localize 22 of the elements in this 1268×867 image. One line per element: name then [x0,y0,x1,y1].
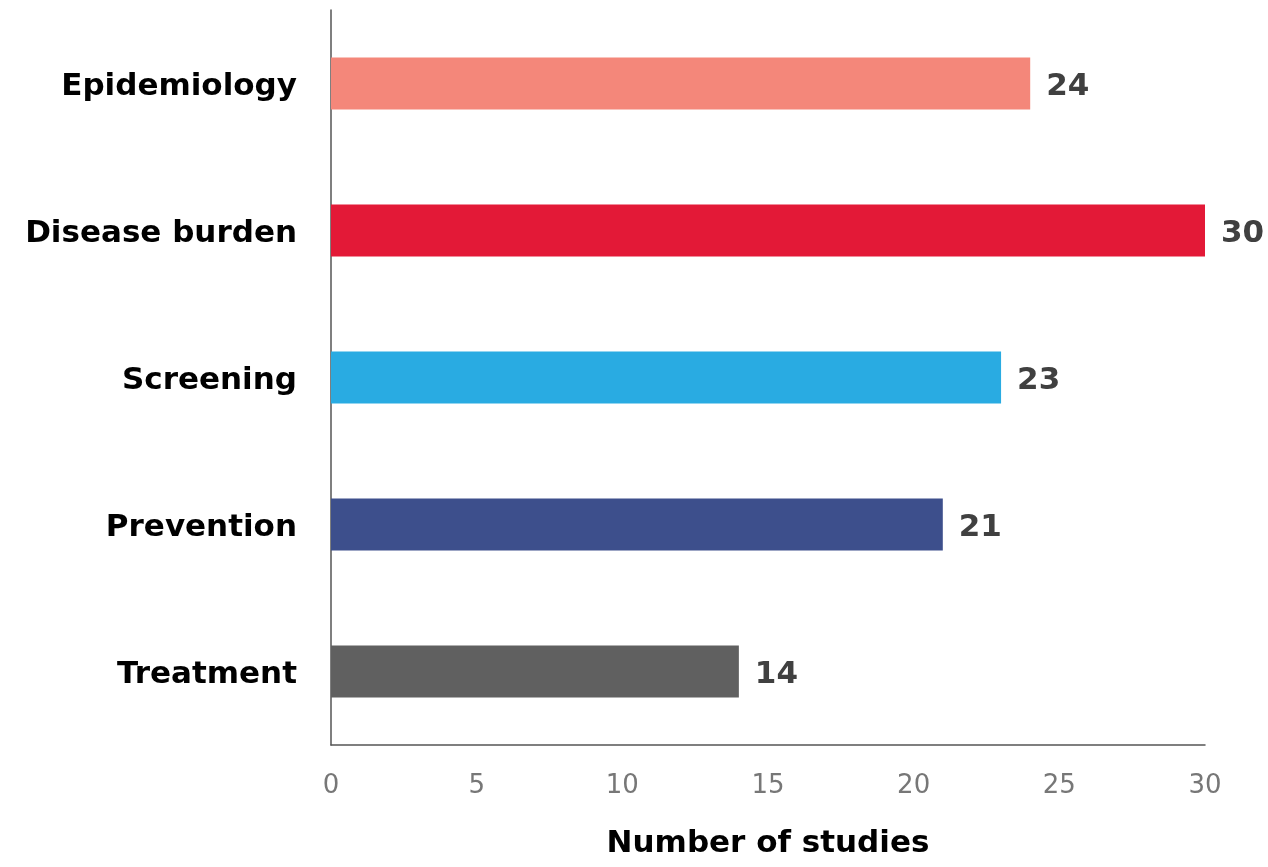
x-tick-label: 0 [322,769,340,799]
x-tick-label: 10 [605,769,639,799]
data-label: 24 [1046,65,1090,102]
data-label: 21 [958,506,1002,543]
x-tick-label: 5 [468,769,485,799]
x-tick-label: 25 [1042,769,1076,799]
bar [331,57,1031,110]
x-tick-label: 30 [1188,769,1222,799]
data-label: 30 [1221,212,1265,249]
data-label: 23 [1017,359,1061,396]
x-axis-title: Number of studies [606,822,930,859]
data-label: 14 [754,653,799,690]
bar [331,204,1205,257]
x-tick-label: 20 [897,769,931,799]
y-tick-label: Treatment [116,653,298,690]
y-tick-label: Epidemiology [61,65,297,102]
y-tick-label: Prevention [105,506,297,543]
y-tick-label: Screening [122,359,297,396]
bar [331,351,1002,404]
bar [331,498,943,551]
x-tick-label: 15 [751,769,785,799]
y-tick-label: Disease burden [25,212,297,249]
